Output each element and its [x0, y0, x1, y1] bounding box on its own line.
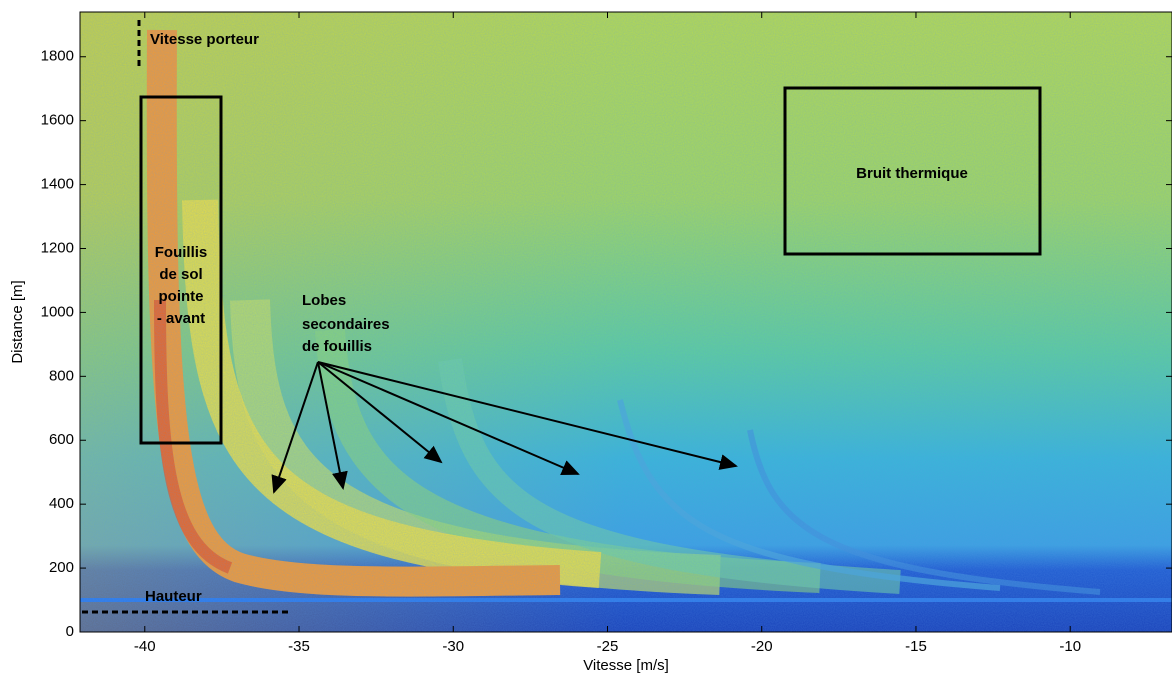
- noise-label: Bruit thermique: [856, 165, 968, 182]
- lobes-label: secondaires: [302, 316, 390, 333]
- clutter-label: de sol: [159, 266, 202, 283]
- x-tick-label: -15: [905, 638, 927, 655]
- x-tick-label: -35: [288, 638, 310, 655]
- clutter-box: [139, 95, 223, 445]
- noise-box: [783, 86, 1042, 256]
- y-tick-label: 1000: [41, 303, 74, 320]
- clutter-label: pointe: [159, 288, 204, 305]
- x-tick-label: -10: [1059, 638, 1081, 655]
- y-axis-label: Distance [m]: [9, 280, 26, 363]
- x-tick-label: -25: [597, 638, 619, 655]
- lobes-label: de fouillis: [302, 338, 372, 355]
- x-axis-label: Vitesse [m/s]: [583, 657, 669, 674]
- y-tick-label: 1400: [41, 176, 74, 193]
- y-tick-label: 600: [49, 431, 74, 448]
- y-tick-label: 800: [49, 367, 74, 384]
- x-tick-label: -20: [751, 638, 773, 655]
- y-tick-label: 1200: [41, 239, 74, 256]
- lobes-label: Lobes: [302, 292, 346, 309]
- clutter-label: - avant: [157, 310, 205, 327]
- lobe-arrows: [271, 361, 738, 494]
- x-tick-label: -30: [442, 638, 464, 655]
- y-tick-label: 400: [49, 495, 74, 512]
- height-label: Hauteur: [145, 588, 202, 605]
- plot-frame: [79, 11, 1172, 633]
- y-tick-label: 1800: [41, 48, 74, 65]
- y-tick-label: 0: [66, 623, 74, 640]
- x-tick-label: -40: [134, 638, 156, 655]
- y-tick-label: 200: [49, 559, 74, 576]
- heatmap-image: [80, 12, 1172, 632]
- annotations: Vitesse porteur Fouillis de sol pointe -…: [82, 20, 1042, 614]
- clutter-label: Fouillis: [155, 244, 208, 261]
- carrier-speed-label: Vitesse porteur: [150, 31, 259, 48]
- y-tick-label: 1600: [41, 112, 74, 129]
